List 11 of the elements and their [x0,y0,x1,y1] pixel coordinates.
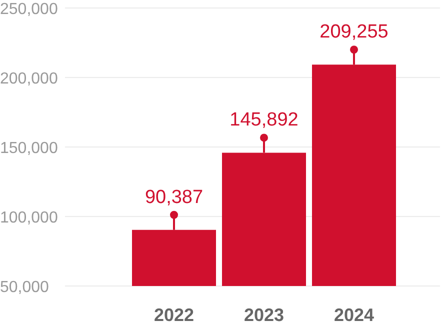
y-tick-label: 100,000 [0,210,58,226]
x-tick-label: 2024 [334,304,374,325]
y-tick-label: 250,000 [0,1,58,18]
x-tick-label: 2022 [154,304,194,325]
data-label: 209,255 [320,22,388,43]
x-tick-label: 2023 [244,304,284,325]
y-tick-label: 150,000 [0,140,58,157]
data-label: 145,892 [230,110,298,131]
y-tick-label: 200,000 [0,70,58,88]
y-tick-label: 50,000 [0,279,50,296]
data-label: 90,387 [144,186,204,208]
